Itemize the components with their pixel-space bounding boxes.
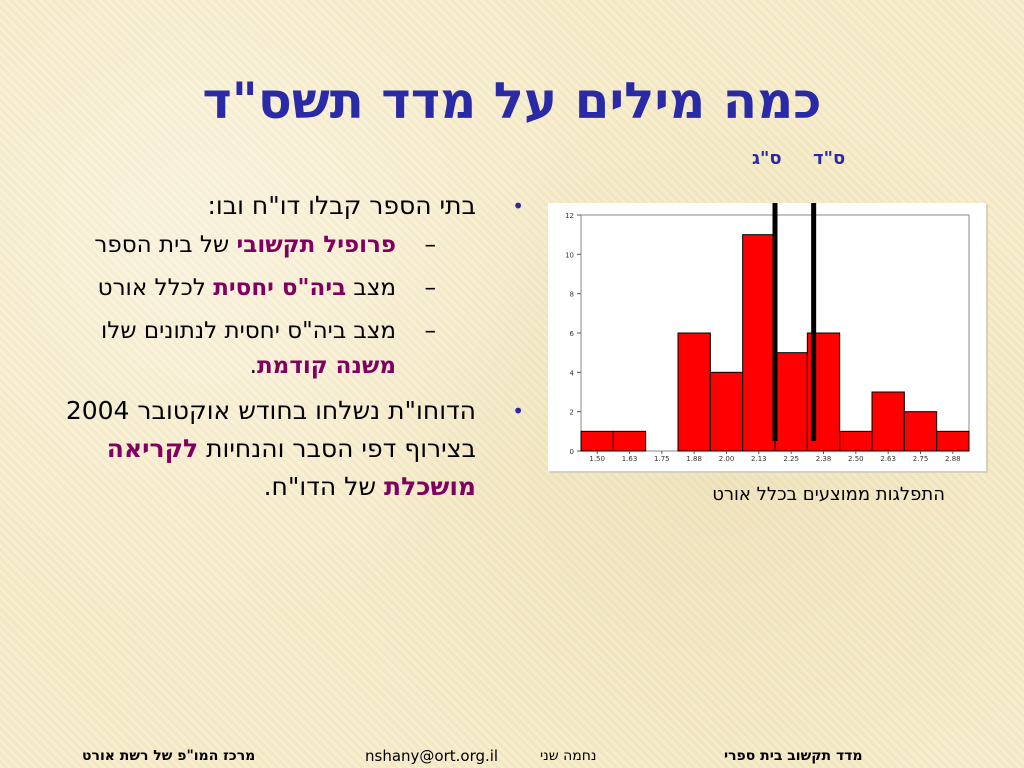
y-tick-label: 8 — [570, 291, 574, 299]
bullet-dot-icon: • — [512, 194, 524, 218]
emphasis-text: לקריאה מושכלת — [106, 434, 476, 501]
histogram-bar — [936, 430, 970, 452]
histogram-bar — [839, 430, 873, 452]
chart-caption: התפלגות ממוצעים בכלל אורט — [712, 484, 945, 505]
sub-text: מצב — [346, 275, 396, 301]
y-tick-label: 6 — [570, 330, 575, 338]
y-tick-label: 12 — [565, 212, 574, 220]
footer-org: מרכז המו"פ של רשת אורט — [82, 748, 256, 764]
y-tick-label: 2 — [570, 409, 574, 417]
x-tick-label: 1.75 — [654, 455, 670, 463]
histogram-bar — [709, 371, 744, 452]
marker-label-curr: ס"ד — [813, 148, 846, 169]
histogram-bar — [677, 332, 711, 452]
histogram-bar — [580, 430, 614, 452]
bullet-text: בתי הספר קבלו דו"ח ובו: — [207, 191, 476, 220]
dash-icon: – — [424, 318, 437, 344]
histogram-svg: 0 2 4 6 8 10 12 1.50 1.63 1.75 1.88 2.00 2.13 2.25 2.3… — [565, 203, 970, 463]
bullet-text: הדוחו"ת נשלחו בחודש אוקטובר 2004 בצירוף … — [65, 396, 476, 463]
emphasis-text: משנה קודמת — [256, 353, 396, 379]
histogram-chart: 0 2 4 6 8 10 12 1.50 1.63 1.75 1.88 2.00 2.13 2.25 2.3… — [548, 203, 986, 471]
histogram-bar — [903, 411, 938, 452]
histogram-bar — [742, 234, 776, 452]
marker-labels: ס"ג ס"ד — [740, 148, 870, 174]
bullet-item-reports: • בתי הספר קבלו דו"ח ובו: – פרופיל תקשוב… — [60, 186, 538, 384]
footer-name: נחמה שני — [540, 748, 597, 764]
sub-item-relative-ort: – מצב ביה"ס יחסית לכלל אורט — [60, 271, 476, 306]
x-tick-label: 1.50 — [589, 455, 605, 463]
x-tick-label: 2.63 — [880, 455, 896, 463]
sub-item-profile: – פרופיל תקשובי של בית הספר — [60, 228, 476, 263]
footer: מרכז המו"פ של רשת אורט nshany@ort.org.il… — [0, 742, 1024, 768]
sub-text: . — [249, 353, 257, 379]
histogram-bar — [871, 391, 905, 452]
y-tick-label: 4 — [570, 369, 575, 377]
sub-list: – פרופיל תקשובי של בית הספר – מצב ביה"ס … — [60, 228, 476, 384]
x-tick-label: 1.88 — [686, 455, 702, 463]
footer-email: nshany@ort.org.il — [365, 747, 499, 765]
x-tick-label: 1.63 — [622, 455, 638, 463]
x-tick-label: 2.00 — [719, 455, 735, 463]
sub-item-previous-year: – מצב ביה"ס יחסית לנתונים שלו משנה קודמת… — [60, 314, 476, 384]
sub-text: מצב ביה"ס יחסית לנתונים שלו — [100, 318, 396, 344]
bullet-item-sent: • הדוחו"ת נשלחו בחודש אוקטובר 2004 בצירו… — [60, 392, 538, 506]
emphasis-text: ביה"ס יחסית — [213, 275, 347, 301]
histogram-bar — [774, 352, 808, 452]
dash-icon: – — [424, 275, 437, 301]
sub-text: לכלל אורט — [97, 275, 214, 301]
sub-text: של בית הספר — [94, 232, 237, 258]
x-tick-label: 2.50 — [848, 455, 864, 463]
bullet-list: • בתי הספר קבלו דו"ח ובו: – פרופיל תקשוב… — [60, 186, 538, 506]
x-tick-label: 2.88 — [945, 455, 961, 463]
x-tick-label: 2.13 — [751, 455, 767, 463]
bullet-text: של הדו"ח. — [263, 472, 384, 501]
x-tick-label: 2.25 — [783, 455, 799, 463]
histogram-bar — [612, 430, 647, 452]
bullet-dot-icon: • — [512, 399, 524, 423]
x-tick-label: 2.38 — [816, 455, 832, 463]
slide-title: כמה מילים על מדד תשס"ד — [202, 72, 822, 130]
y-tick-label: 0 — [570, 448, 574, 456]
y-tick-label: 10 — [565, 251, 574, 259]
footer-title: מדד תקשוב בית ספרי — [724, 748, 863, 764]
x-tick-label: 2.75 — [913, 455, 929, 463]
marker-label-prev: ס"ג — [752, 148, 782, 169]
emphasis-text: פרופיל תקשובי — [236, 232, 396, 258]
dash-icon: – — [424, 232, 437, 258]
